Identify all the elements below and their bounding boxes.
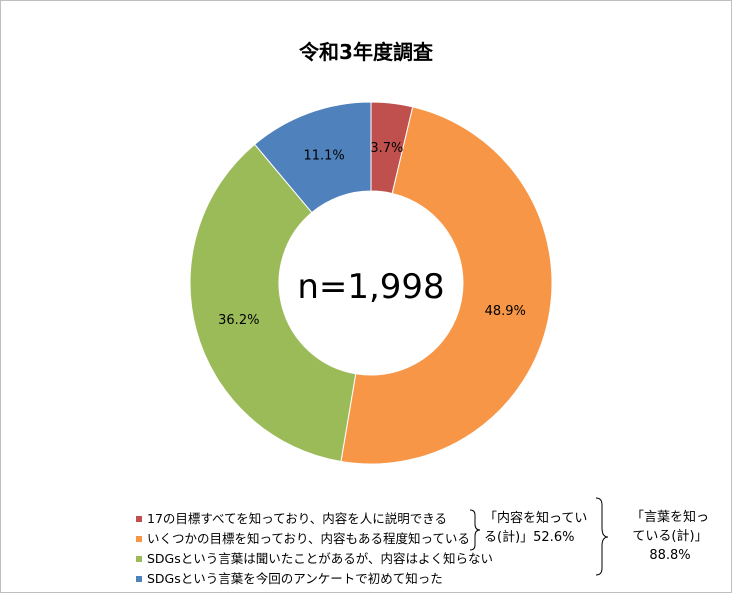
brace-word-known (595, 497, 609, 576)
annotation-line: ている(計)」 (632, 529, 708, 544)
legend-swatch (136, 576, 142, 582)
pie-slice-2 (189, 143, 357, 463)
slice-data-label-1: 48.9% (485, 304, 526, 319)
legend-swatch (136, 556, 142, 562)
annotation-line: 「内容を知ってい (484, 511, 588, 526)
legend-swatch (136, 536, 142, 542)
slice-data-label-3: 11.1% (303, 148, 344, 163)
legend-label: SDGsという言葉は聞いたことがあるが、内容はよく知らない (147, 551, 494, 566)
annotation-line: 88.8% (649, 548, 691, 563)
legend-label: いくつかの目標を知っており、内容もある程度知っている (147, 531, 470, 546)
chart-title: 令和3年度調査 (299, 40, 433, 64)
slice-data-label-2: 36.2% (218, 313, 259, 328)
annotation-line: る(計)」52.6% (484, 530, 575, 545)
center-label: n=1,998 (297, 267, 444, 307)
brace-content-known (469, 509, 481, 551)
annotation-line: 「言葉を知っ (630, 510, 709, 525)
legend-label: 17の目標すべてを知っており、内容を人に説明できる (147, 511, 448, 526)
legend-swatch (136, 516, 142, 522)
legend-label: SDGsという言葉を今回のアンケートで初めて知った (147, 571, 443, 586)
pie-slice-1 (340, 106, 553, 465)
pie-slice-3 (253, 101, 372, 214)
slice-data-label-0: 3.7% (370, 141, 403, 156)
group-annotation-content-known: 「内容を知ってい る(計)」52.6% (484, 509, 587, 547)
group-annotation-word-known: 「言葉を知っ ている(計)」 88.8% (620, 508, 720, 565)
